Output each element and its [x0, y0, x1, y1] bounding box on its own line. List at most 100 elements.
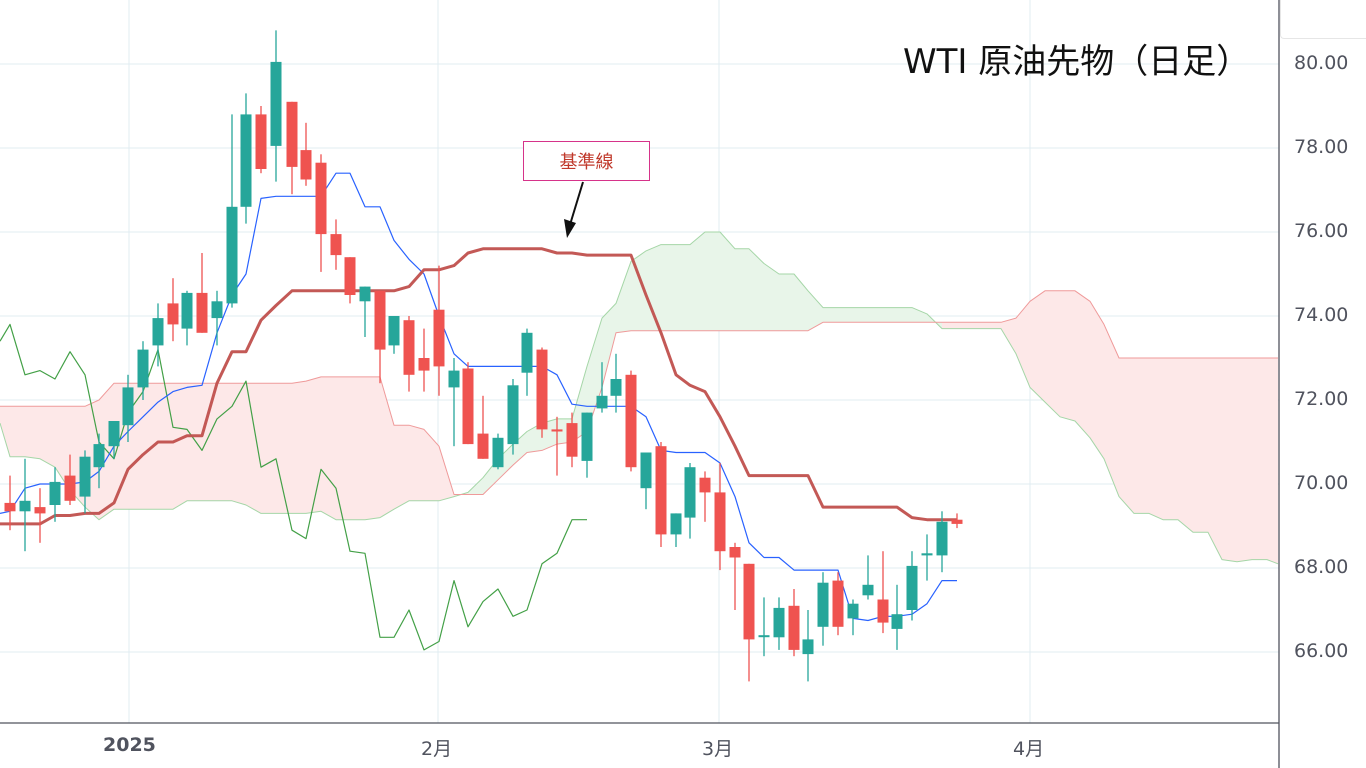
- candle: [862, 555, 874, 600]
- candle-body: [802, 639, 814, 655]
- senkou-b-line: [0, 290, 1278, 495]
- candle-body: [566, 423, 578, 457]
- candle-body: [788, 605, 800, 650]
- cloud-segment: [764, 263, 779, 331]
- candle-body: [492, 437, 504, 468]
- candle-body: [122, 387, 134, 426]
- price-tick-label: 80.00: [1294, 52, 1349, 74]
- annotation-arrow: [564, 181, 584, 238]
- candle-body: [610, 379, 622, 396]
- price-tick-label: 78.00: [1294, 136, 1349, 158]
- candle-body: [625, 374, 637, 468]
- annotation-text: 基準線: [559, 152, 614, 173]
- cloud-segment: [1193, 358, 1208, 533]
- candle: [34, 488, 46, 543]
- cloud-segment: [365, 376, 380, 520]
- cloud-segment: [912, 307, 927, 323]
- candle: [551, 416, 563, 476]
- candle: [670, 513, 682, 547]
- candle-body: [877, 599, 889, 623]
- cloud-segment: [1016, 301, 1030, 388]
- candle: [403, 316, 415, 392]
- cloud-segment: [735, 248, 749, 331]
- candle-body: [388, 316, 400, 346]
- cloud-segment: [158, 383, 173, 510]
- time-tick-label: 2月: [421, 738, 453, 760]
- candle-body: [137, 349, 149, 388]
- cloud-segment: [173, 383, 187, 510]
- cloud-segment: [261, 383, 276, 514]
- candle: [477, 395, 489, 459]
- candle: [49, 467, 61, 522]
- candle: [877, 551, 889, 634]
- candle: [521, 328, 533, 396]
- candle: [758, 597, 770, 657]
- chikou-line: [0, 323, 587, 651]
- cloud-segment: [838, 307, 853, 323]
- cloud-segment: [25, 406, 40, 459]
- candle-body: [921, 553, 933, 556]
- candle-body: [521, 332, 533, 373]
- price-scale-corner: [1280, 0, 1366, 39]
- candle-body: [270, 61, 282, 146]
- candle: [315, 154, 327, 272]
- cloud-segment: [10, 406, 25, 457]
- candle-body: [862, 584, 874, 596]
- candle: [137, 341, 149, 400]
- cloud-segment: [1030, 290, 1045, 403]
- candle-body: [640, 452, 652, 489]
- candle-body: [211, 301, 223, 319]
- candle: [255, 106, 267, 174]
- candle-body: [951, 519, 963, 524]
- candle: [699, 471, 711, 522]
- candle-body: [536, 349, 548, 430]
- candle-body: [817, 582, 829, 627]
- kijun-annotation-label: 基準線: [523, 141, 650, 181]
- cloud-segment: [380, 376, 394, 518]
- candle: [374, 290, 386, 384]
- candle: [359, 286, 371, 337]
- candle-body: [743, 563, 755, 640]
- cloud-segment: [40, 406, 55, 468]
- cloud-segment: [1267, 358, 1278, 564]
- cloud-segment: [187, 383, 202, 501]
- candle-body: [832, 580, 844, 627]
- cloud-segment: [276, 383, 292, 514]
- candle: [108, 421, 120, 459]
- candle: [832, 572, 844, 636]
- candle: [906, 551, 918, 621]
- cloud-segment: [0, 406, 10, 457]
- cloud-segment: [1119, 358, 1134, 514]
- candle-body: [286, 101, 298, 167]
- candle: [891, 584, 903, 650]
- candle-body: [108, 421, 120, 447]
- candle-body: [448, 370, 460, 388]
- candle: [625, 370, 637, 472]
- cloud-segment: [246, 383, 261, 514]
- cloud-segment: [661, 244, 676, 331]
- cloud-segment: [631, 250, 646, 331]
- cloud-segment: [336, 376, 350, 520]
- cloud-segment: [749, 248, 764, 331]
- cloud-segment: [1134, 358, 1149, 514]
- candle: [196, 253, 208, 333]
- candle-body: [64, 475, 76, 501]
- cloud-segment: [55, 406, 70, 491]
- cloud-segment: [306, 376, 321, 514]
- candle: [19, 458, 31, 552]
- candle: [226, 114, 238, 308]
- candle: [581, 412, 593, 478]
- candle-body: [714, 492, 726, 552]
- candle: [344, 257, 356, 304]
- cloud-segment: [779, 274, 794, 331]
- candle-body: [684, 467, 696, 518]
- cloud-segment: [292, 381, 306, 514]
- candle: [448, 358, 460, 447]
- candle-body: [596, 395, 608, 409]
- cloud-segment: [424, 429, 439, 501]
- candle: [847, 599, 859, 636]
- candle: [4, 475, 16, 531]
- candle-body: [152, 318, 164, 346]
- cloud-segment: [1045, 290, 1060, 417]
